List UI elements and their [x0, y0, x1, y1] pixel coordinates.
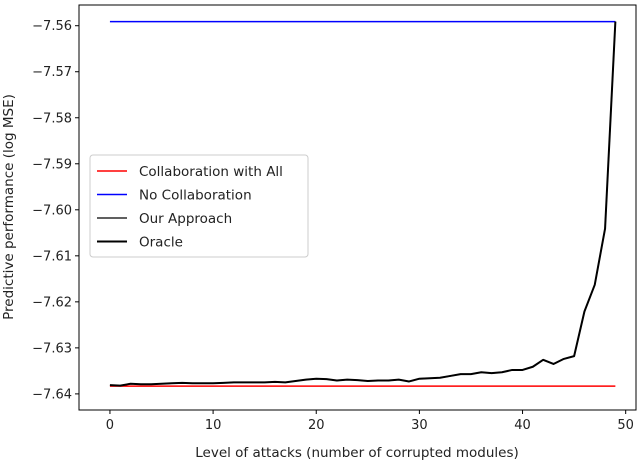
series-line-3: [109, 21, 617, 387]
x-tick-label: 20: [308, 418, 325, 433]
legend-label-1: No Collaboration: [139, 188, 252, 204]
y-tick-label: −7.56: [32, 19, 72, 34]
x-tick-label: 50: [617, 418, 634, 433]
legend: Collaboration with All No Collaboration Ou…: [89, 154, 309, 258]
y-tick-label: −7.60: [32, 203, 72, 218]
x-tick-label: 40: [514, 418, 531, 433]
y-axis-label: Predictive performance (log MSE): [1, 94, 17, 320]
y-tick-label: −7.59: [32, 157, 72, 172]
x-tick-label: 0: [106, 418, 114, 433]
y-tick-label: −7.64: [32, 387, 72, 402]
y-tick-label: −7.57: [32, 65, 72, 80]
x-axis: 0 10 20 30 40 50: [106, 410, 634, 433]
plot-frame: [78, 4, 637, 411]
legend-items: Collaboration with All No Collaboration Ou…: [97, 164, 283, 251]
legend-label-0: Collaboration with All: [139, 164, 283, 180]
y-axis: −7.64 −7.63 −7.62 −7.61 −7.60 −7.59 −7.58 −7.57…: [32, 19, 79, 402]
legend-label-2: Our Approach: [139, 211, 232, 227]
y-tick-label: −7.63: [32, 341, 72, 356]
legend-label-3: Oracle: [139, 235, 183, 251]
x-tick-label: 30: [411, 418, 428, 433]
legend-box: [89, 154, 309, 258]
y-tick-label: −7.58: [32, 111, 72, 126]
y-tick-label: −7.62: [32, 295, 72, 310]
series-layer: [109, 20, 617, 387]
x-axis-label: Level of attacks (number of corrupted mo…: [195, 445, 519, 461]
x-tick-label: 10: [205, 418, 222, 433]
y-tick-label: −7.61: [32, 249, 72, 264]
